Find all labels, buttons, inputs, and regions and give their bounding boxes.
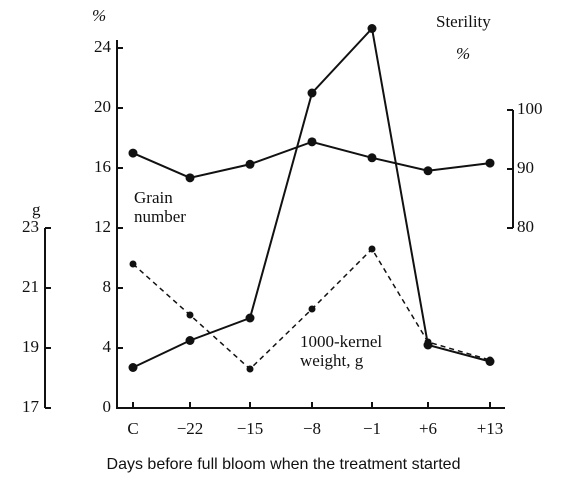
y3-tick-label: 21 [22,277,39,296]
y-tick-label: 16 [94,157,111,176]
y-tick-label: 24 [94,37,112,56]
point [246,160,255,169]
y-axis-title: % [92,6,106,25]
x-tick-label: −15 [237,419,264,438]
x-axis-title: Days before full bloom when the treatmen… [0,455,567,474]
point [308,89,317,98]
point [246,314,255,323]
y3-tick-label: 23 [22,217,39,236]
point [309,306,316,313]
y3-tick-label: 17 [22,397,40,416]
point [486,159,495,168]
y3-axis-title: g [32,200,41,219]
y3-tick-label: 19 [22,337,39,356]
series-label: 1000-kernel weight, g [300,332,405,370]
point [368,24,377,33]
x-tick-label: −22 [177,419,204,438]
series-line [133,142,490,178]
chart: 0 4 8 12 16 20 24 80 90 100 17 19 21 23 C −22 −15 −8 −1 +6 +… [0,0,567,487]
x-tick-label: +6 [419,419,437,438]
y2-tick-label: 90 [517,158,534,177]
y-tick-label: 4 [103,337,112,356]
y2-tick-label: 100 [517,99,543,118]
x-tick-label: C [127,419,138,438]
y-tick-label: 12 [94,217,111,236]
point [130,261,137,268]
point [129,149,138,158]
point [247,366,254,373]
point [186,173,195,182]
page: 0 4 8 12 16 20 24 80 90 100 17 19 21 23 C −22 −15 −8 −1 +6 +… [0,0,567,487]
y-tick-label: 20 [94,97,111,116]
x-tick-label: +13 [477,419,504,438]
point [487,357,494,364]
series-label: Grain number [134,188,204,226]
y-tick-label: 0 [103,397,112,416]
y2-tick-label: 80 [517,217,534,236]
point [187,312,194,319]
point [424,166,433,175]
point [368,153,377,162]
series-label: Sterility [436,12,491,31]
x-tick-label: −8 [303,419,321,438]
x-tick-label: −1 [363,419,381,438]
point [425,339,432,346]
point [308,137,317,146]
point [369,246,376,253]
y2-axis-title: % [456,44,470,63]
point [129,363,138,372]
y-tick-label: 8 [103,277,112,296]
point [186,336,195,345]
